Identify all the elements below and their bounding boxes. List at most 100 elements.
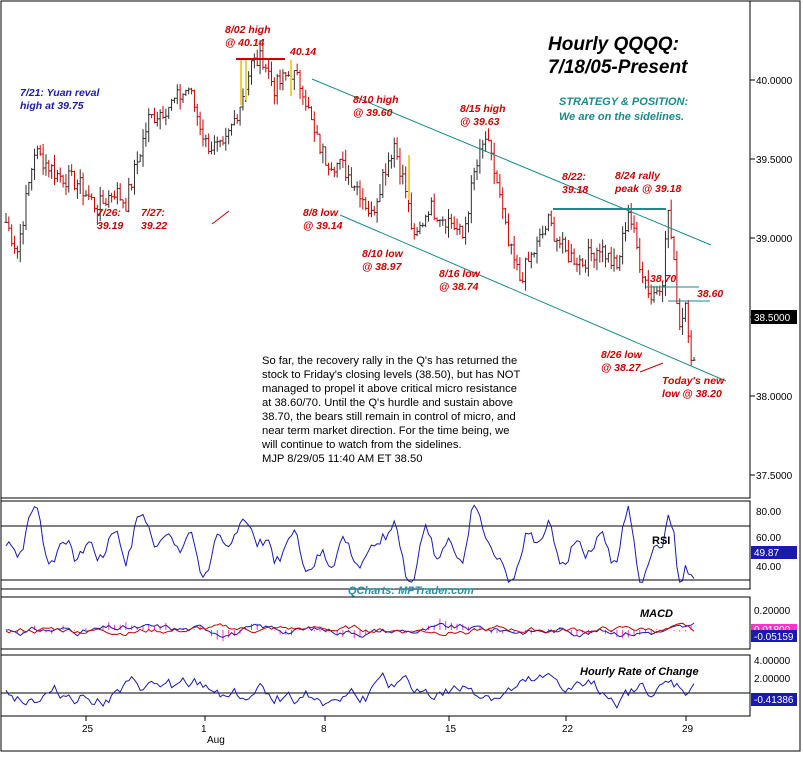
x-month-label: Aug	[207, 735, 225, 746]
price-bar	[67, 165, 71, 193]
price-bar	[638, 238, 642, 273]
price-bar	[264, 63, 268, 73]
price-bar	[221, 136, 225, 146]
price-bar	[15, 245, 19, 259]
y-tick-label: 38.0000	[756, 392, 793, 403]
price-bar	[175, 84, 179, 105]
macd-tick: 0.20000	[754, 606, 791, 617]
price-bar	[692, 356, 696, 361]
annotation-text: 7/27:	[141, 207, 165, 219]
price-bar	[441, 216, 445, 226]
annotation-text: 8/16 low	[439, 268, 481, 280]
macd-current-box-a	[751, 624, 797, 634]
price-bar	[486, 128, 490, 142]
price-bar	[53, 154, 57, 186]
roc-label: Hourly Rate of Change	[580, 666, 699, 678]
x-tick-label: 15	[445, 724, 457, 735]
annotation-text: Today's new	[662, 375, 725, 387]
price-bar	[678, 298, 682, 330]
price-bar	[632, 215, 636, 233]
rsi-current-box	[751, 546, 797, 559]
commentary-line: So far, the recovery rally in the Q's ha…	[262, 355, 517, 367]
y-tick-label: 39.5000	[756, 155, 793, 166]
price-bar	[178, 83, 182, 110]
price-bar	[78, 169, 82, 194]
rsi-label: RSI	[652, 535, 670, 547]
price-bar	[107, 190, 111, 208]
price-bar	[578, 255, 582, 275]
annotation-text: @ 38.27	[601, 362, 642, 374]
price-bar	[301, 85, 305, 105]
price-bar	[521, 272, 525, 284]
price-bar	[581, 258, 585, 268]
price-bar	[347, 165, 351, 185]
strategy-text: We are on the sidelines.	[559, 111, 684, 123]
price-bar	[307, 97, 311, 109]
annotation-text: 8/10 high	[353, 94, 399, 106]
annotation-text: 8/8 low	[303, 207, 339, 219]
price-bar	[201, 119, 205, 147]
price-bar	[401, 164, 405, 185]
price-bar	[584, 259, 588, 273]
price-bar	[646, 269, 650, 299]
price-bar	[475, 159, 479, 181]
price-bar	[227, 128, 231, 145]
price-bar	[635, 221, 639, 250]
price-bar	[435, 217, 439, 223]
price-bar	[64, 174, 68, 195]
annotation-text: 8/24 rally	[615, 170, 661, 182]
price-bar	[495, 170, 499, 184]
price-bar	[472, 167, 476, 191]
annotation-text: low @ 38.20	[662, 388, 722, 400]
price-bar	[13, 235, 17, 254]
commentary-line: near term market direction. For the time…	[262, 425, 509, 437]
rsi-tick: 60.00	[756, 533, 781, 544]
price-bar	[504, 207, 508, 225]
price-bar	[375, 198, 379, 223]
price-bar	[395, 137, 399, 160]
price-bar	[592, 252, 596, 269]
price-bar	[683, 302, 687, 322]
price-bar	[135, 151, 139, 175]
price-bar	[24, 184, 28, 231]
price-bar	[623, 222, 627, 242]
price-bar	[663, 230, 667, 297]
price-bar	[621, 226, 625, 265]
price-bar	[524, 257, 528, 291]
price-bar	[372, 206, 376, 216]
macd-indicator	[5, 618, 695, 642]
price-bar	[272, 77, 276, 105]
price-bar	[329, 162, 333, 171]
price-bar	[546, 213, 550, 232]
price-bar	[38, 145, 42, 156]
price-bar	[601, 239, 605, 263]
price-bar	[187, 87, 191, 95]
price-bar	[412, 223, 416, 240]
price-bar	[518, 257, 522, 282]
price-bar	[526, 251, 530, 262]
commentary-line: 38.70, the bears still remain in control…	[262, 411, 516, 423]
price-bar	[332, 166, 336, 178]
price-bar	[404, 166, 408, 199]
annotation-text: @ 39.60	[353, 107, 393, 119]
price-bar	[4, 212, 8, 223]
price-bar	[47, 159, 51, 178]
price-bar	[604, 244, 608, 268]
price-bar	[312, 111, 316, 142]
price-bar	[572, 248, 576, 266]
price-bar	[70, 164, 74, 176]
price-bar	[284, 71, 288, 81]
annotation-text: 7/21: Yuan reval	[20, 87, 100, 99]
price-bar	[415, 227, 419, 237]
price-bar	[150, 114, 154, 119]
price-bar	[84, 190, 88, 197]
price-bar	[538, 228, 542, 247]
chart-title-line2: 7/18/05-Present	[548, 57, 688, 78]
price-bar	[629, 203, 633, 230]
last-price-label: 38.5000	[754, 313, 791, 324]
roc-tick: 4.00000	[754, 656, 791, 667]
price-bar	[318, 133, 322, 155]
price-bar	[387, 152, 391, 178]
last-price-box	[751, 310, 797, 324]
